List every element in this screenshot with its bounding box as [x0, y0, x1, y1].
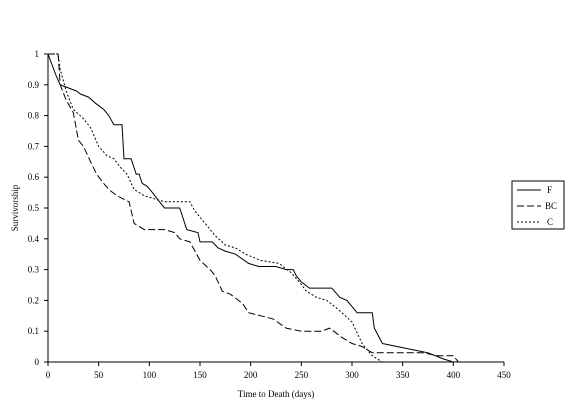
legend-box [511, 180, 565, 230]
x-axis-ticks: 0 50 100 150 200 250 300 350 400 450 [46, 362, 511, 380]
x-tick-label: 450 [497, 370, 511, 380]
series-line-bc [48, 53, 459, 363]
x-tick-label: 300 [345, 370, 359, 380]
y-tick-label: 0 [35, 357, 40, 367]
y-tick-label: 0.3 [28, 265, 40, 275]
legend: F BC C [511, 180, 565, 230]
x-tick-label: 150 [193, 370, 207, 380]
y-tick-label: 0.5 [28, 203, 40, 213]
legend-label-f: F [547, 185, 552, 195]
x-tick-label: 0 [46, 370, 51, 380]
y-tick-label: 0.9 [28, 80, 40, 90]
x-tick-label: 350 [396, 370, 410, 380]
x-tick-label: 100 [143, 370, 157, 380]
y-tick-label: 0.8 [28, 111, 40, 121]
y-tick-label: 0.6 [28, 172, 40, 182]
y-tick-label: 0.1 [28, 326, 39, 336]
series-line-f [47, 53, 454, 363]
y-tick-label: 0.4 [28, 234, 40, 244]
series-line-c [48, 53, 383, 363]
legend-label-c: C [547, 217, 553, 227]
legend-label-bc: BC [545, 201, 557, 211]
y-axis-ticks: 0 0.1 0.2 0.3 0.4 0.5 0.6 0.7 0.8 0.9 1 [28, 49, 48, 367]
y-tick-label: 1 [35, 49, 40, 59]
x-axis-title: Time to Death (days) [238, 389, 314, 399]
y-tick-label: 0.2 [28, 295, 39, 305]
x-tick-label: 50 [94, 370, 104, 380]
y-axis-title: Survivorship [10, 184, 20, 231]
x-tick-label: 400 [447, 370, 461, 380]
series-layer [47, 53, 459, 363]
x-tick-label: 200 [244, 370, 258, 380]
x-tick-label: 250 [295, 370, 309, 380]
y-tick-label: 0.7 [28, 141, 40, 151]
